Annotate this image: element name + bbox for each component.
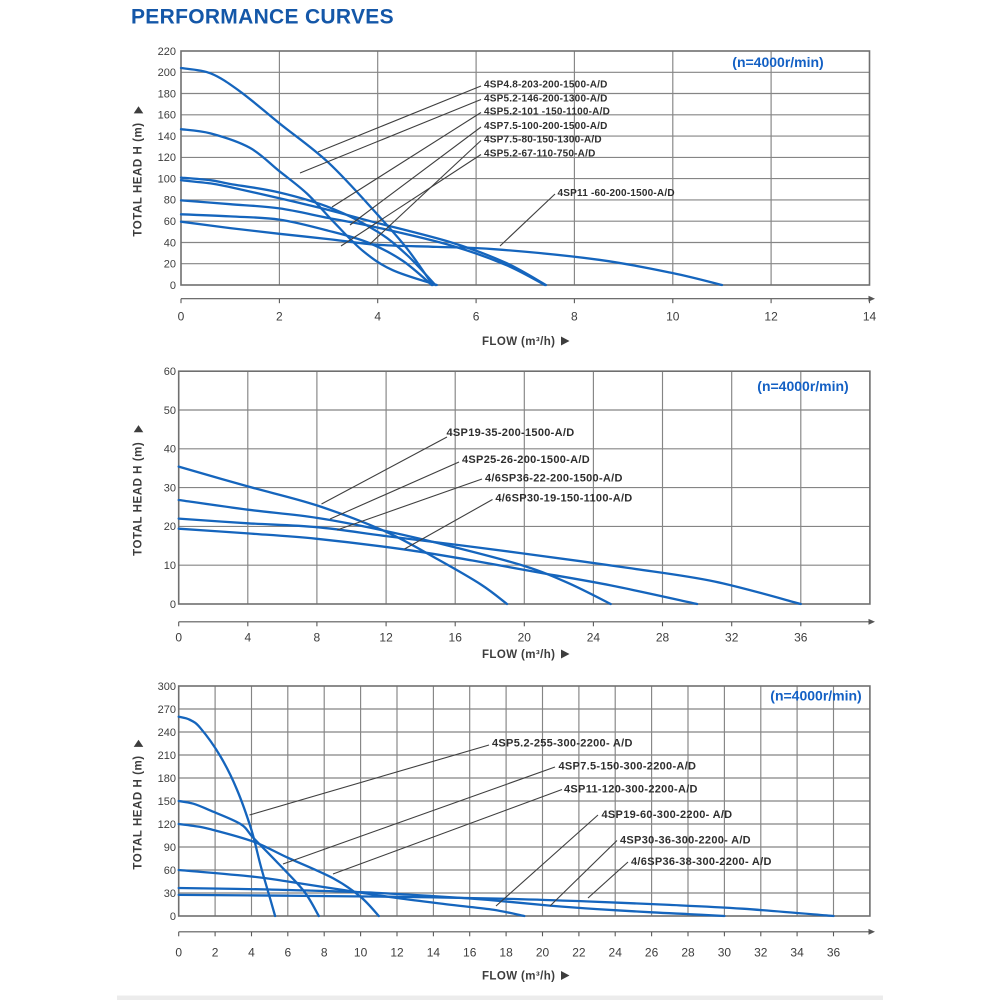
svg-text:4: 4 <box>374 310 381 324</box>
svg-text:24: 24 <box>587 631 601 645</box>
svg-text:TOTAL HEAD H (m): TOTAL HEAD H (m) <box>133 755 145 869</box>
svg-text:2: 2 <box>212 946 219 960</box>
svg-text:0: 0 <box>170 599 176 611</box>
svg-text:PERFORMANCE CURVES: PERFORMANCE CURVES <box>131 6 394 29</box>
svg-text:10: 10 <box>354 946 368 960</box>
svg-text:30: 30 <box>164 888 176 900</box>
svg-text:6: 6 <box>473 310 480 324</box>
svg-text:140: 140 <box>158 131 176 143</box>
svg-text:32: 32 <box>754 946 768 960</box>
svg-text:270: 270 <box>158 704 176 716</box>
svg-text:18: 18 <box>499 946 513 960</box>
svg-text:0: 0 <box>178 310 185 324</box>
svg-text:26: 26 <box>645 946 659 960</box>
svg-text:4SP11 -60-200-1500-A/D: 4SP11 -60-200-1500-A/D <box>558 188 675 199</box>
svg-text:28: 28 <box>656 631 670 645</box>
svg-text:8: 8 <box>314 631 321 645</box>
svg-text:4SP5.2-146-200-1300-A/D: 4SP5.2-146-200-1300-A/D <box>484 94 608 105</box>
svg-text:10: 10 <box>164 560 176 572</box>
svg-text:4SP5.2-255-300-2200- A/D: 4SP5.2-255-300-2200- A/D <box>492 738 633 750</box>
svg-text:150: 150 <box>158 796 176 808</box>
svg-text:240: 240 <box>158 727 176 739</box>
svg-text:4SP5.2-101 -150-1100-A/D: 4SP5.2-101 -150-1100-A/D <box>484 107 610 118</box>
svg-text:100: 100 <box>158 173 176 185</box>
svg-text:14: 14 <box>427 946 441 960</box>
svg-text:10: 10 <box>666 310 680 324</box>
svg-text:36: 36 <box>827 946 841 960</box>
svg-text:12: 12 <box>379 631 393 645</box>
svg-text:6: 6 <box>284 946 291 960</box>
svg-text:4/6SP36-22-200-1500-A/D: 4/6SP36-22-200-1500-A/D <box>485 473 623 485</box>
svg-text:4SP30-36-300-2200- A/D: 4SP30-36-300-2200- A/D <box>620 835 751 847</box>
svg-text:180: 180 <box>158 88 176 100</box>
svg-text:120: 120 <box>158 819 176 831</box>
svg-text:12: 12 <box>764 310 778 324</box>
svg-text:210: 210 <box>158 750 176 762</box>
svg-text:TOTAL HEAD H (m): TOTAL HEAD H (m) <box>133 442 145 556</box>
svg-text:FLOW (m³/h): FLOW (m³/h) <box>482 649 555 661</box>
svg-text:40: 40 <box>164 444 176 456</box>
svg-text:16: 16 <box>463 946 477 960</box>
svg-text:60: 60 <box>164 865 176 877</box>
svg-text:30: 30 <box>718 946 732 960</box>
svg-text:160: 160 <box>158 110 176 122</box>
svg-text:FLOW (m³/h): FLOW (m³/h) <box>482 336 555 348</box>
svg-text:20: 20 <box>518 631 532 645</box>
svg-text:36: 36 <box>794 631 808 645</box>
svg-text:0: 0 <box>170 911 176 923</box>
svg-text:0: 0 <box>175 631 182 645</box>
svg-text:TOTAL HEAD H (m): TOTAL HEAD H (m) <box>133 122 145 236</box>
svg-text:2: 2 <box>276 310 283 324</box>
svg-text:4SP4.8-203-200-1500-A/D: 4SP4.8-203-200-1500-A/D <box>484 80 608 91</box>
svg-text:20: 20 <box>164 521 176 533</box>
svg-text:60: 60 <box>164 216 176 228</box>
svg-text:4SP11-120-300-2200-A/D: 4SP11-120-300-2200-A/D <box>564 784 698 796</box>
svg-text:28: 28 <box>681 946 695 960</box>
svg-text:4: 4 <box>248 946 255 960</box>
svg-text:14: 14 <box>863 310 877 324</box>
svg-text:120: 120 <box>158 152 176 164</box>
svg-text:4SP7.5-80-150-1300-A/D: 4SP7.5-80-150-1300-A/D <box>484 135 602 146</box>
svg-text:180: 180 <box>158 773 176 785</box>
svg-text:300: 300 <box>158 681 176 693</box>
svg-text:4SP19-35-200-1500-A/D: 4SP19-35-200-1500-A/D <box>447 427 575 439</box>
svg-text:220: 220 <box>158 46 176 58</box>
svg-text:80: 80 <box>164 195 176 207</box>
svg-text:0: 0 <box>170 280 176 292</box>
svg-text:8: 8 <box>321 946 328 960</box>
svg-text:60: 60 <box>164 366 176 378</box>
svg-text:(n=4000r/min): (n=4000r/min) <box>757 378 848 394</box>
svg-text:20: 20 <box>164 259 176 271</box>
svg-text:(n=4000r/min): (n=4000r/min) <box>732 54 823 70</box>
svg-text:22: 22 <box>572 946 586 960</box>
svg-text:FLOW (m³/h): FLOW (m³/h) <box>482 971 555 983</box>
svg-text:4SP25-26-200-1500-A/D: 4SP25-26-200-1500-A/D <box>462 454 590 466</box>
svg-text:20: 20 <box>536 946 550 960</box>
svg-text:90: 90 <box>164 842 176 854</box>
svg-text:50: 50 <box>164 405 176 417</box>
svg-text:4/6SP30-19-150-1100-A/D: 4/6SP30-19-150-1100-A/D <box>495 493 632 505</box>
svg-text:4/6SP36-38-300-2200- A/D: 4/6SP36-38-300-2200- A/D <box>631 856 772 868</box>
svg-text:4SP19-60-300-2200- A/D: 4SP19-60-300-2200- A/D <box>602 809 733 821</box>
svg-text:16: 16 <box>449 631 463 645</box>
svg-text:12: 12 <box>390 946 404 960</box>
svg-text:0: 0 <box>175 946 182 960</box>
svg-text:4SP7.5-100-200-1500-A/D: 4SP7.5-100-200-1500-A/D <box>484 121 608 132</box>
svg-text:4SP7.5-150-300-2200-A/D: 4SP7.5-150-300-2200-A/D <box>559 761 697 773</box>
svg-text:8: 8 <box>571 310 578 324</box>
svg-text:(n=4000r/min): (n=4000r/min) <box>770 688 861 704</box>
svg-text:24: 24 <box>609 946 623 960</box>
svg-text:32: 32 <box>725 631 739 645</box>
svg-text:4SP5.2-67-110-750-A/D: 4SP5.2-67-110-750-A/D <box>484 149 596 160</box>
svg-text:4: 4 <box>244 631 251 645</box>
svg-text:34: 34 <box>790 946 804 960</box>
svg-text:40: 40 <box>164 237 176 249</box>
svg-text:30: 30 <box>164 482 176 494</box>
svg-text:200: 200 <box>158 67 176 79</box>
